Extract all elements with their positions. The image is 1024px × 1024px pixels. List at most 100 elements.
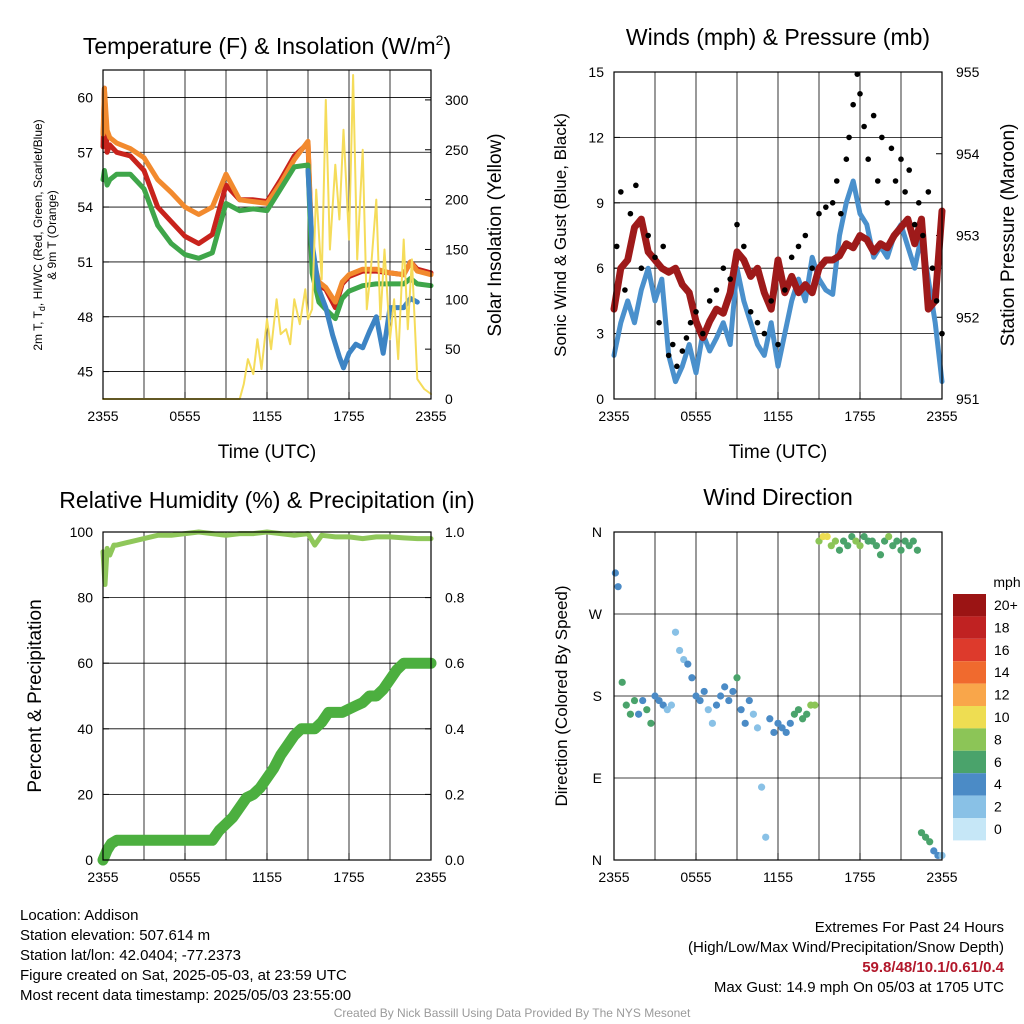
- direction-point: [700, 687, 708, 696]
- gust-point: [633, 182, 639, 189]
- gust-point: [622, 287, 628, 293]
- y2-tick-label: 953: [956, 228, 980, 244]
- max-gust: Max Gust: 14.9 mph On 05/03 at 1705 UTC: [713, 979, 1004, 996]
- gust-point: [865, 156, 871, 162]
- y2-tick-label: 1.0: [445, 524, 465, 540]
- direction-point: [831, 537, 840, 545]
- direction-point: [753, 724, 762, 732]
- y-tick-label: 20: [77, 786, 93, 802]
- gust-point: [720, 265, 727, 272]
- gust-point: [627, 210, 634, 217]
- gust-point: [925, 189, 932, 195]
- plot-frame: [102, 69, 432, 400]
- y2-tick-label: 0.4: [445, 721, 465, 737]
- gust-point: [906, 167, 912, 173]
- direction-point: [712, 701, 721, 709]
- x-tick-label: 1155: [763, 408, 793, 424]
- wind-ylabel-left: Sonic Wind & Gust (Blue, Black): [551, 113, 570, 357]
- legend-color-box: [953, 818, 986, 841]
- y2-tick-label: 954: [956, 146, 980, 162]
- gust-point: [768, 298, 774, 304]
- recent-timestamp: Most recent data timestamp: 2025/05/03 2…: [20, 987, 352, 1004]
- y-tick-label: 3: [596, 326, 604, 342]
- wind-plot-area: 2355 0555 1155 1755 235503691215951952953954…: [588, 64, 979, 424]
- gust-point: [795, 243, 802, 250]
- direction-point: [782, 728, 790, 737]
- series-line: [100, 85, 434, 305]
- x-tick-label: 1755: [333, 869, 364, 885]
- x-tick-label: 0555: [680, 869, 711, 885]
- direction-point: [876, 551, 885, 559]
- y2-tick-label: 951: [956, 391, 980, 407]
- direction-point: [684, 660, 692, 668]
- y-tick-label: 60: [77, 655, 93, 671]
- direction-point: [725, 696, 733, 705]
- y-tick-label: 12: [588, 129, 604, 145]
- gust-point: [665, 352, 672, 359]
- x-tick-label: 2355: [926, 408, 957, 424]
- y2-tick-label: 952: [956, 309, 980, 325]
- direction-point: [844, 542, 852, 550]
- gust-point: [660, 243, 666, 250]
- direction-point: [749, 710, 758, 718]
- y-tick-label: 51: [77, 254, 93, 270]
- series-line: [610, 207, 946, 342]
- gust-point: [761, 330, 768, 337]
- x-tick-label: 2355: [87, 869, 118, 885]
- y2-tick-label: 150: [445, 241, 469, 257]
- series-line: [102, 74, 432, 400]
- direction-point: [745, 696, 753, 705]
- legend-color-box: [953, 728, 986, 751]
- legend-color-box: [953, 773, 986, 796]
- y2-tick-label: 0.8: [445, 590, 465, 606]
- direction-point: [635, 710, 643, 718]
- station-location: Location: Addison: [20, 907, 139, 924]
- gust-point: [782, 287, 788, 293]
- gust-point: [775, 341, 781, 348]
- temperature-ylabel-left-1: 2m T, Td, HI/WC (Red, Green, Scarlet/Blu…: [31, 119, 47, 350]
- x-tick-label: 0555: [169, 869, 200, 885]
- direction-point: [872, 542, 881, 550]
- x-tick-label: 1155: [252, 408, 282, 424]
- legend-label: 10: [994, 709, 1010, 725]
- gust-point: [929, 265, 936, 272]
- legend-color-box: [953, 795, 986, 818]
- gust-point: [741, 243, 747, 250]
- y-tick-label: 45: [77, 364, 93, 380]
- x-tick-label: 1155: [252, 869, 282, 885]
- legend-label: 0: [994, 821, 1002, 837]
- x-tick-label: 1755: [333, 408, 364, 424]
- credit-line: Created By Nick Bassill Using Data Provi…: [333, 1006, 691, 1020]
- gust-point: [933, 298, 940, 304]
- speed-legend-title: mph: [993, 574, 1020, 590]
- direction-title: Wind Direction: [703, 484, 853, 510]
- gust-point: [915, 200, 922, 206]
- direction-point: [794, 706, 803, 714]
- direction-point: [626, 710, 635, 718]
- station-latlon: Station lat/lon: 42.0404; -77.2373: [20, 947, 242, 964]
- y-tick-label: 54: [77, 199, 93, 215]
- y-tick-label: E: [593, 770, 602, 786]
- x-tick-label: 1755: [844, 408, 875, 424]
- extremes-subtitle: (High/Low/Max Wind/Precipitation/Snow De…: [688, 939, 1004, 956]
- temperature-plot-area: 2355 0555 1155 1755 2355 45 48 51 54 57 60 0 50 100 15…: [77, 69, 469, 424]
- series-line: [97, 657, 437, 866]
- x-tick-label: 2355: [415, 869, 446, 885]
- direction-panel: Wind Direction 2355 0555 1155 1755 2355NESWN…: [552, 484, 1021, 885]
- direction-point: [835, 546, 844, 554]
- legend-label: 14: [994, 664, 1010, 680]
- gust-point: [920, 232, 926, 239]
- gust-point: [727, 276, 733, 282]
- gust-point: [829, 200, 836, 206]
- direction-point: [729, 687, 737, 696]
- x-tick-label: 2355: [598, 869, 629, 885]
- direction-ylabel-left: Direction (Colored By Speed): [552, 585, 571, 806]
- x-tick-label: 0555: [169, 408, 200, 424]
- legend-label: 16: [994, 642, 1010, 658]
- direction-point: [721, 683, 729, 691]
- direction-point: [856, 542, 864, 550]
- wind-xlabel: Time (UTC): [729, 442, 828, 463]
- gust-point: [679, 348, 686, 354]
- speed-legend: 20+ 18 16 14 12 10 8 6 4 2 0: [953, 594, 1018, 841]
- direction-point: [803, 710, 811, 718]
